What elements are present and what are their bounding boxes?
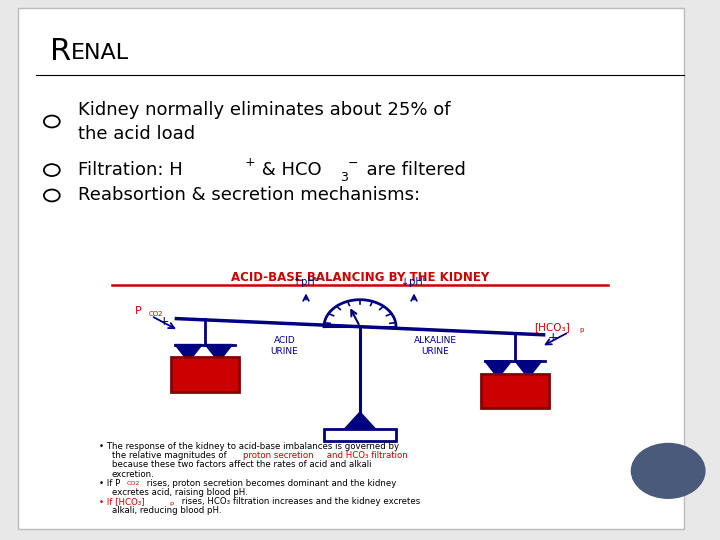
Text: • If P: • If P <box>99 479 121 488</box>
Text: ACID-BASE BALANCING BY THE KIDNEY: ACID-BASE BALANCING BY THE KIDNEY <box>231 271 489 284</box>
FancyBboxPatch shape <box>171 357 239 392</box>
Text: FILT: FILT <box>505 391 524 400</box>
Text: excretes acid, raising blood pH.: excretes acid, raising blood pH. <box>112 488 248 497</box>
Text: ENAL: ENAL <box>71 43 129 63</box>
Text: +: + <box>548 331 558 344</box>
Text: rises, HCO₃ filtration increases and the kidney excretes: rises, HCO₃ filtration increases and the… <box>179 497 420 506</box>
Text: +: + <box>245 156 256 168</box>
Text: p: p <box>580 327 584 334</box>
Circle shape <box>631 443 706 499</box>
Text: rises, proton secretion becomes dominant and the kidney: rises, proton secretion becomes dominant… <box>144 479 397 488</box>
Text: the acid load: the acid load <box>78 125 195 143</box>
FancyBboxPatch shape <box>324 429 396 441</box>
Text: H⁺: H⁺ <box>199 363 212 373</box>
Text: CO2: CO2 <box>148 311 163 318</box>
Text: • If [HCO₃]: • If [HCO₃] <box>99 497 145 506</box>
FancyBboxPatch shape <box>481 374 549 408</box>
Text: [HCO₃]: [HCO₃] <box>534 322 570 332</box>
Text: R: R <box>50 37 72 66</box>
Text: p: p <box>169 501 174 506</box>
Polygon shape <box>344 412 376 429</box>
Text: ↓pHᵇ: ↓pHᵇ <box>401 277 427 287</box>
Text: • The response of the kidney to acid-base imbalances is governed by: • The response of the kidney to acid-bas… <box>99 442 400 451</box>
Text: +: + <box>159 315 169 328</box>
Text: Kidney normally eliminates about 25% of: Kidney normally eliminates about 25% of <box>78 100 450 119</box>
Text: are filtered: are filtered <box>355 161 466 179</box>
Text: Reabsortion & secretion mechanisms:: Reabsortion & secretion mechanisms: <box>78 186 420 205</box>
Polygon shape <box>485 361 512 378</box>
Text: SEC: SEC <box>197 375 214 383</box>
Polygon shape <box>175 345 202 362</box>
Text: ACID
URINE: ACID URINE <box>271 335 298 356</box>
Polygon shape <box>515 361 542 378</box>
Text: proton secretion: proton secretion <box>243 451 314 460</box>
Text: excretion.: excretion. <box>112 470 154 478</box>
Text: 3: 3 <box>340 171 348 184</box>
Text: HCO₃: HCO₃ <box>503 380 526 388</box>
Text: & HCO: & HCO <box>256 161 321 179</box>
Text: Filtration: H: Filtration: H <box>78 161 182 179</box>
Text: because these two factors affect the rates of acid and alkali: because these two factors affect the rat… <box>112 461 371 469</box>
Polygon shape <box>205 345 233 362</box>
Text: and HCO₃ filtration: and HCO₃ filtration <box>324 451 408 460</box>
Text: ALKALINE
URINE: ALKALINE URINE <box>414 335 457 356</box>
Text: ↑pHᵇ: ↑pHᵇ <box>293 277 319 287</box>
Text: CO2: CO2 <box>127 481 140 486</box>
Text: alkali, reducing blood pH.: alkali, reducing blood pH. <box>112 507 221 515</box>
Text: the relative magnitudes of: the relative magnitudes of <box>112 451 229 460</box>
Text: −: − <box>348 157 359 170</box>
Text: P: P <box>135 306 142 315</box>
